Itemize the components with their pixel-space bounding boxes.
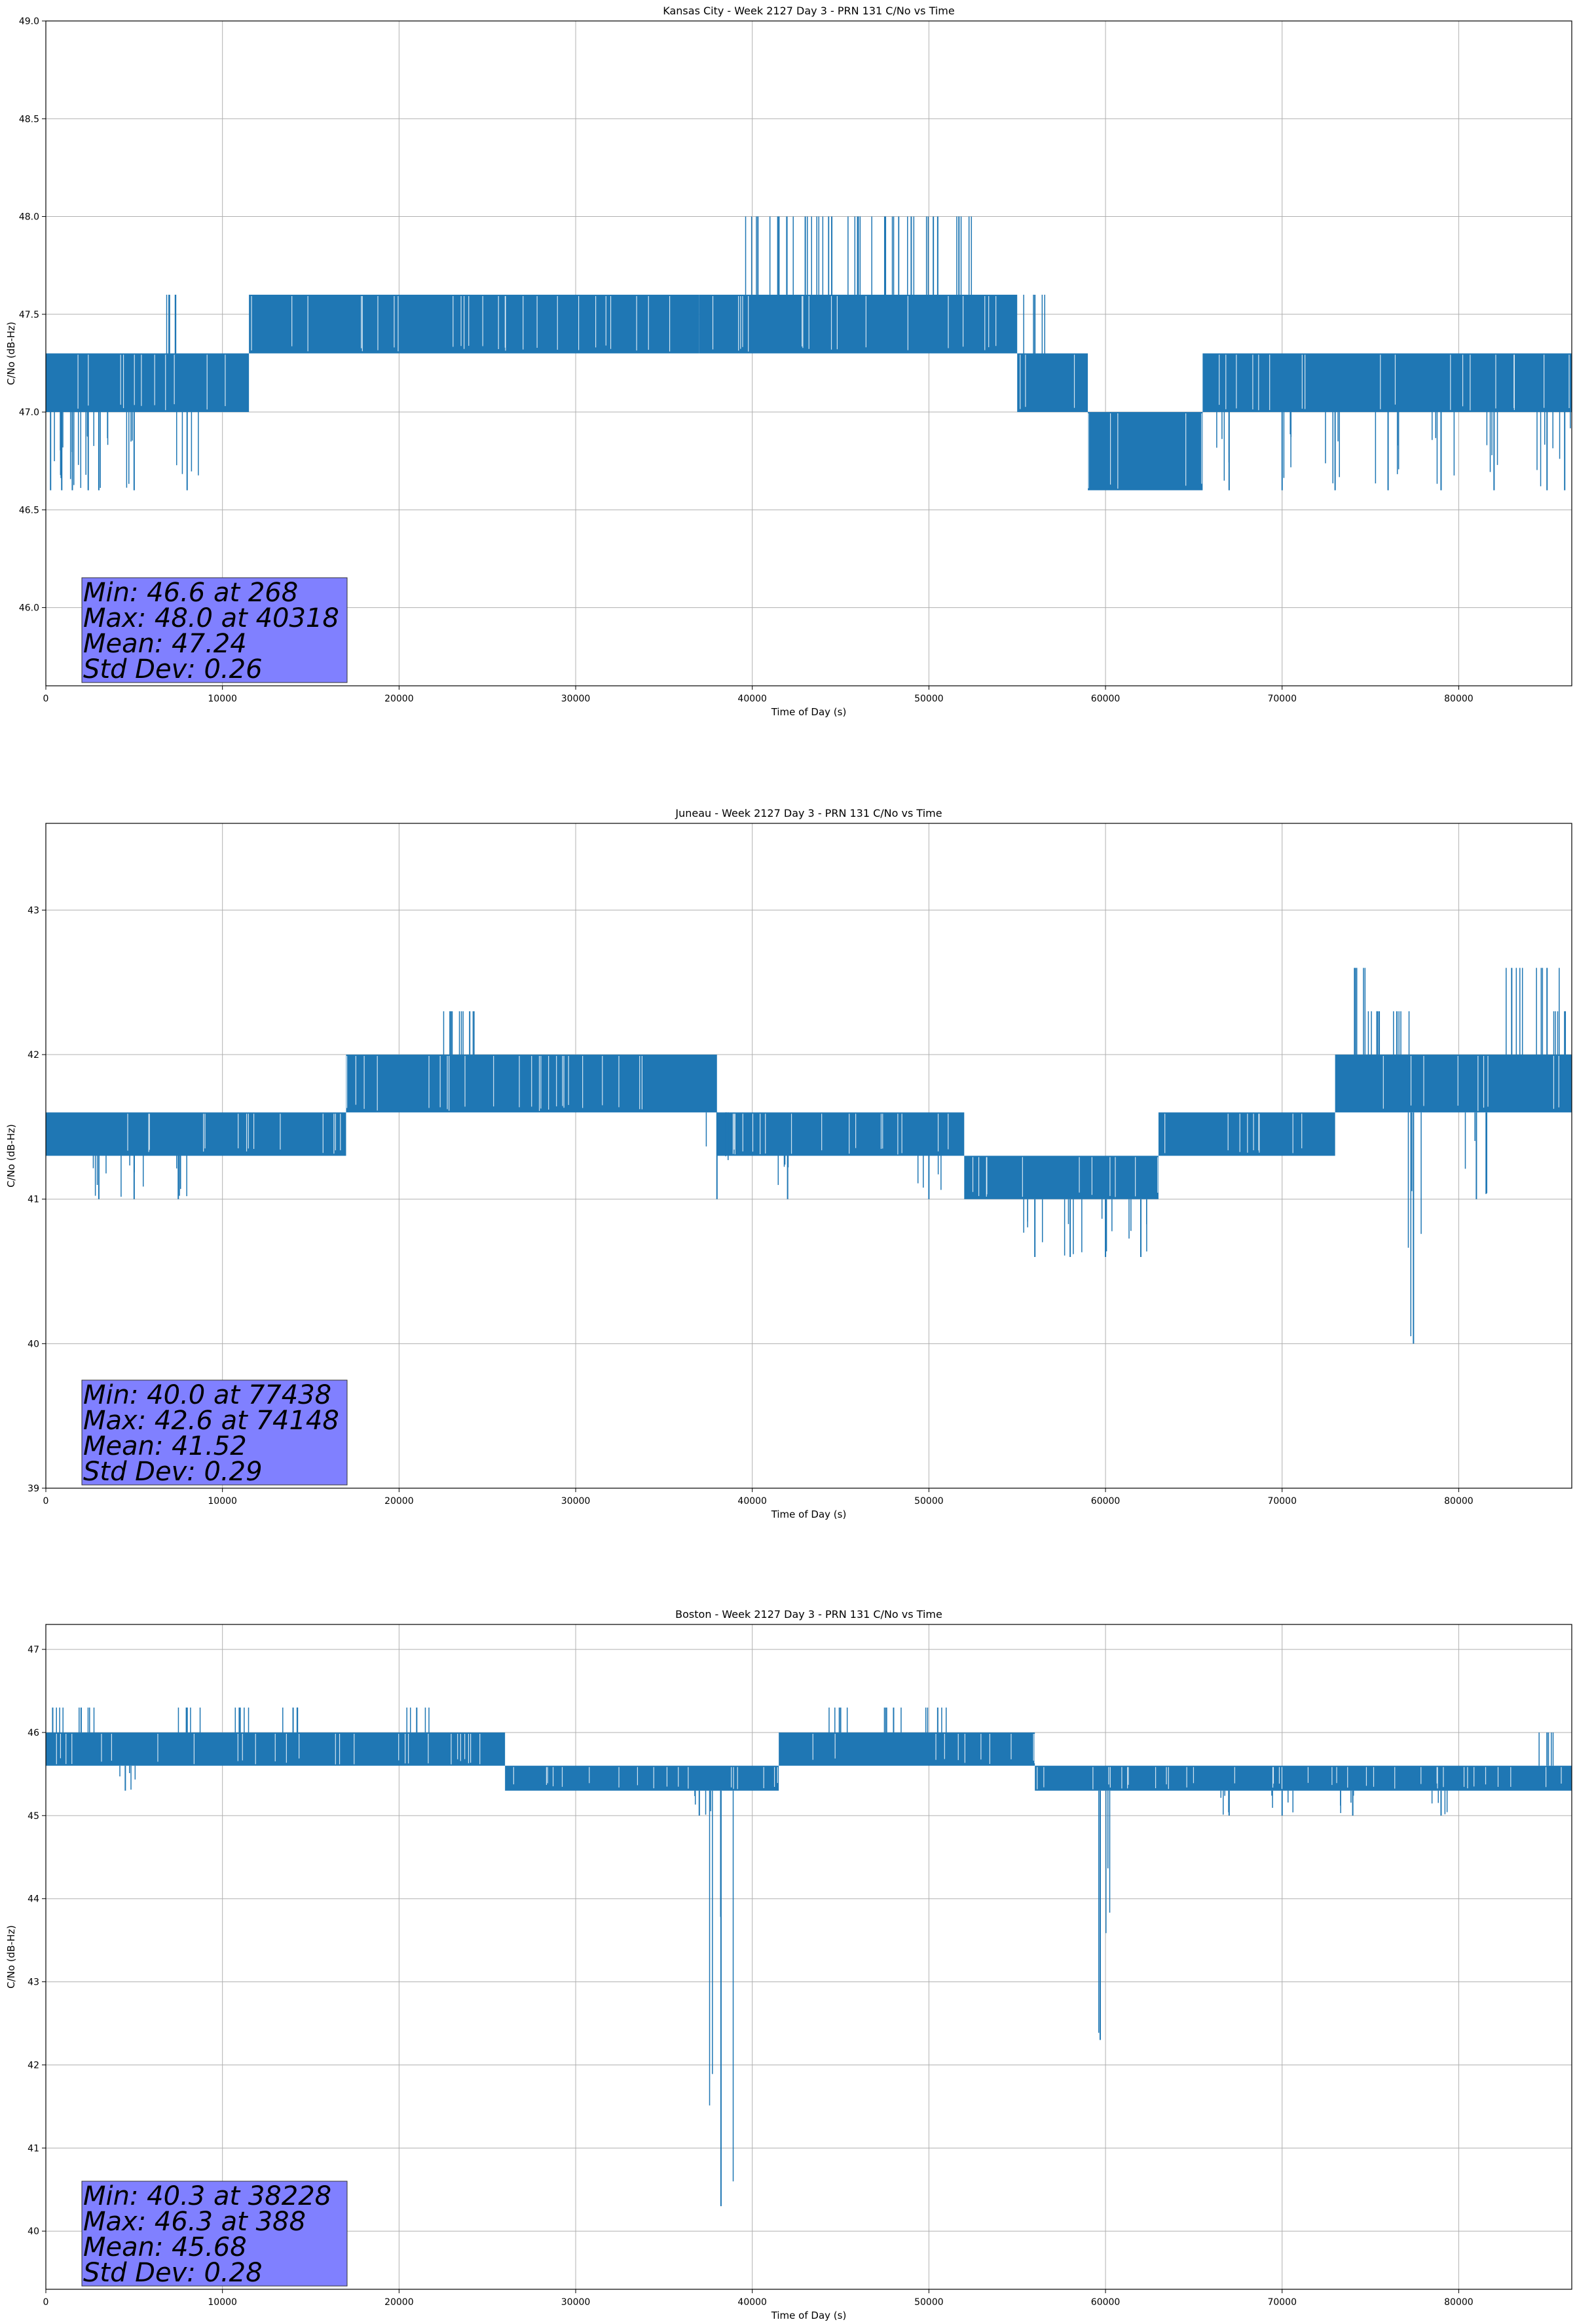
- y-tick-label: 47.0: [19, 407, 39, 418]
- stats-line: Mean: 41.52: [83, 1431, 247, 1461]
- y-tick-label: 47: [28, 1645, 39, 1655]
- data-band: [46, 1112, 346, 1156]
- series-line: [46, 967, 1572, 1344]
- x-tick-label: 70000: [1267, 694, 1297, 704]
- x-tick-label: 0: [43, 1496, 49, 1507]
- axes-frame: [45, 20, 1572, 686]
- x-tick-label: 10000: [208, 1496, 237, 1507]
- axes-frame: [45, 1624, 1572, 2290]
- y-tick-label: 46.5: [19, 505, 39, 515]
- x-tick-label: 30000: [561, 1496, 591, 1507]
- stats-line: Std Dev: 0.26: [83, 654, 263, 684]
- stats-line: Min: 40.0 at 77438: [83, 1380, 331, 1410]
- stats-line: Min: 46.6 at 268: [83, 578, 298, 608]
- data-band: [779, 1732, 1035, 1766]
- stats-line: Min: 40.3 at 38228: [83, 2181, 331, 2211]
- x-tick-label: 70000: [1267, 2297, 1297, 2308]
- x-tick-label: 30000: [561, 2297, 591, 2308]
- data-band: [964, 1155, 1159, 1199]
- x-axis-label: Time of Day (s): [771, 2310, 847, 2321]
- data-band: [1088, 412, 1203, 491]
- x-tick-label: 80000: [1444, 2297, 1474, 2308]
- x-tick-label: 50000: [914, 694, 944, 704]
- x-tick-label: 10000: [208, 694, 237, 704]
- y-tick-label: 45: [28, 1811, 39, 1822]
- data-band: [1158, 1112, 1335, 1156]
- axes-frame: [45, 823, 1572, 1489]
- series-line: [46, 1707, 1572, 2207]
- y-tick-label: 46: [28, 1728, 39, 1738]
- stats-line: Std Dev: 0.29: [83, 1457, 263, 1487]
- y-tick-label: 47.5: [19, 310, 39, 320]
- x-axis-label: Time of Day (s): [771, 706, 847, 718]
- x-tick-label: 40000: [737, 1496, 767, 1507]
- x-tick-label: 0: [43, 694, 49, 704]
- x-tick-label: 10000: [208, 2297, 237, 2308]
- stats-line: Mean: 45.68: [83, 2232, 247, 2262]
- y-axis-label: C/No (dB-Hz): [5, 322, 17, 385]
- x-tick-label: 80000: [1444, 694, 1474, 704]
- y-axis-label: C/No (dB-Hz): [5, 1925, 17, 1989]
- x-tick-label: 50000: [914, 2297, 944, 2308]
- x-tick-label: 0: [43, 2297, 49, 2308]
- y-tick-label: 48.0: [19, 212, 39, 223]
- series-line: [46, 216, 1572, 491]
- chart-title: Juneau - Week 2127 Day 3 - PRN 131 C/No …: [675, 807, 942, 819]
- x-tick-label: 50000: [914, 1496, 944, 1507]
- y-tick-label: 44: [28, 1894, 39, 1905]
- x-axis-label: Time of Day (s): [771, 1509, 847, 1520]
- chart-title: Boston - Week 2127 Day 3 - PRN 131 C/No …: [675, 1608, 942, 1621]
- y-tick-label: 41: [28, 1195, 39, 1205]
- y-tick-label: 42: [28, 2060, 39, 2071]
- y-tick-label: 48.5: [19, 114, 39, 124]
- data-band: [1335, 1055, 1572, 1113]
- y-axis-label: C/No (dB-Hz): [5, 1124, 17, 1188]
- data-band: [1202, 353, 1572, 413]
- x-tick-label: 40000: [737, 2297, 767, 2308]
- stats-box: [81, 577, 348, 683]
- chart-title: Kansas City - Week 2127 Day 3 - PRN 131 …: [663, 5, 954, 17]
- y-tick-label: 40: [28, 2226, 39, 2237]
- y-tick-label: 43: [28, 1977, 39, 1988]
- data-band: [716, 1112, 965, 1156]
- stats-box: [81, 2181, 348, 2287]
- y-tick-label: 41: [28, 2143, 39, 2154]
- stats-box: [81, 1379, 348, 1486]
- chart-panel-3: 0 10000 20000 30000 40000 50000 60000 70000 8000…: [5, 1608, 1572, 2321]
- data-band: [249, 294, 699, 354]
- y-tick-label: 43: [28, 905, 39, 916]
- x-tick-label: 60000: [1091, 694, 1121, 704]
- data-band: [1017, 353, 1088, 413]
- x-tick-label: 20000: [384, 2297, 414, 2308]
- x-tick-label: 20000: [384, 694, 414, 704]
- y-tick-label: 42: [28, 1050, 39, 1060]
- data-band: [699, 294, 1018, 354]
- y-tick-label: 39: [28, 1484, 39, 1494]
- stats-line: Max: 42.6 at 74148: [83, 1406, 339, 1436]
- y-tick-label: 40: [28, 1339, 39, 1349]
- x-tick-label: 80000: [1444, 1496, 1474, 1507]
- x-tick-label: 60000: [1091, 2297, 1121, 2308]
- x-tick-label: 60000: [1091, 1496, 1121, 1507]
- data-band: [1035, 1765, 1572, 1791]
- x-tick-label: 70000: [1267, 1496, 1297, 1507]
- y-tick-label: 46.0: [19, 603, 39, 614]
- stats-line: Max: 46.3 at 388: [83, 2207, 306, 2237]
- data-band: [46, 353, 250, 413]
- x-tick-label: 40000: [737, 694, 767, 704]
- chart-panel-1: 0 10000 20000 30000 40000 50000 60000 70000 8000…: [5, 5, 1572, 718]
- stats-line: Std Dev: 0.28: [83, 2258, 263, 2288]
- chart-panel-2: 0 10000 20000 30000 40000 50000 60000 70000 8000…: [5, 807, 1572, 1520]
- x-tick-label: 20000: [384, 1496, 414, 1507]
- x-tick-label: 30000: [561, 694, 591, 704]
- y-tick-label: 49.0: [19, 16, 39, 27]
- stats-line: Mean: 47.24: [83, 629, 247, 659]
- stats-line: Max: 48.0 at 40318: [83, 603, 339, 633]
